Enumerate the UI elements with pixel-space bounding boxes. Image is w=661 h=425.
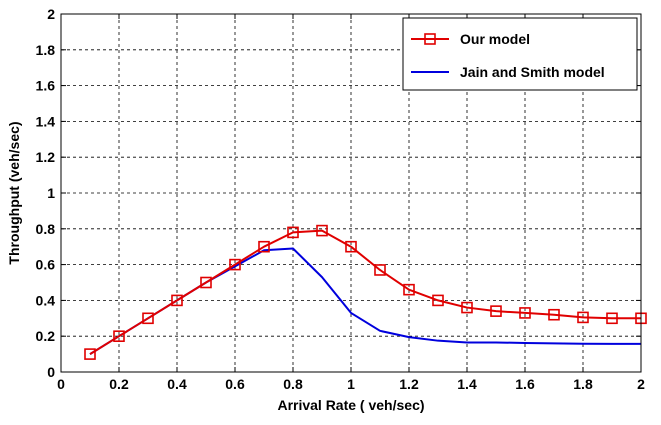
data-point-our-model — [171, 294, 183, 307]
tick-layer — [60, 13, 642, 373]
data-point-our-model — [461, 301, 473, 314]
data-point-our-model — [113, 330, 125, 343]
data-point-our-model — [548, 308, 560, 321]
x-tick-label: 2 — [637, 376, 645, 392]
legend: Our model Jain and Smith model — [402, 17, 638, 91]
data-point-our-model — [403, 283, 415, 296]
x-tick-label: 0.2 — [109, 376, 129, 392]
legend-label-our-model: Our model — [460, 31, 530, 47]
data-point-our-model — [374, 264, 386, 276]
data-point-our-model — [577, 311, 589, 324]
data-point-our-model — [142, 312, 154, 325]
data-point-our-model — [490, 305, 502, 317]
x-axis-title: Arrival Rate ( veh/sec) — [277, 397, 424, 413]
x-tick-label: 0.4 — [167, 376, 187, 392]
data-point-our-model — [519, 307, 531, 319]
y-tick-label: 0 — [47, 364, 55, 380]
data-point-our-model — [345, 240, 357, 253]
data-point-our-model — [606, 312, 618, 325]
grid-layer — [61, 14, 641, 372]
x-tick-label: 0 — [57, 376, 65, 392]
x-tick-label: 1.6 — [515, 376, 535, 392]
x-tick-label: 1 — [347, 376, 355, 392]
legend-box — [402, 17, 638, 91]
x-tick-label: 1.2 — [399, 376, 419, 392]
y-tick-label: 0.2 — [36, 328, 56, 344]
y-tick-label: 1.6 — [36, 78, 56, 94]
y-tick-label: 1.2 — [36, 149, 56, 165]
data-point-our-model — [316, 224, 328, 237]
y-tick-label: 0.4 — [36, 292, 56, 308]
y-tick-label: 2 — [47, 6, 55, 22]
data-point-our-model — [84, 348, 96, 360]
y-tick-label: 0.6 — [36, 257, 56, 273]
legend-marker-our-model — [424, 33, 436, 45]
tick-label-layer: 0 0.2 0.4 0.6 0.8 1 1.2 1.4 1.6 1.8 2 0 0.2 0.4 0.6 0.8… — [36, 6, 646, 392]
y-tick-label: 1.4 — [36, 113, 56, 129]
data-point-our-model — [287, 226, 299, 239]
data-point-our-model — [258, 240, 270, 253]
data-point-our-model — [200, 276, 212, 289]
x-tick-label: 0.6 — [225, 376, 245, 392]
series-layer — [84, 224, 647, 360]
y-axis-title: Throughput (veh/sec) — [6, 121, 22, 264]
data-point-our-model — [229, 258, 241, 271]
y-tick-label: 1 — [47, 185, 55, 201]
data-point-our-model — [432, 294, 444, 307]
legend-label-jain-smith: Jain and Smith model — [460, 64, 605, 80]
x-tick-label: 1.8 — [573, 376, 593, 392]
y-tick-label: 0.8 — [36, 221, 56, 237]
y-tick-label: 1.8 — [36, 42, 56, 58]
x-tick-label: 0.8 — [283, 376, 303, 392]
x-tick-label: 1.4 — [457, 376, 477, 392]
